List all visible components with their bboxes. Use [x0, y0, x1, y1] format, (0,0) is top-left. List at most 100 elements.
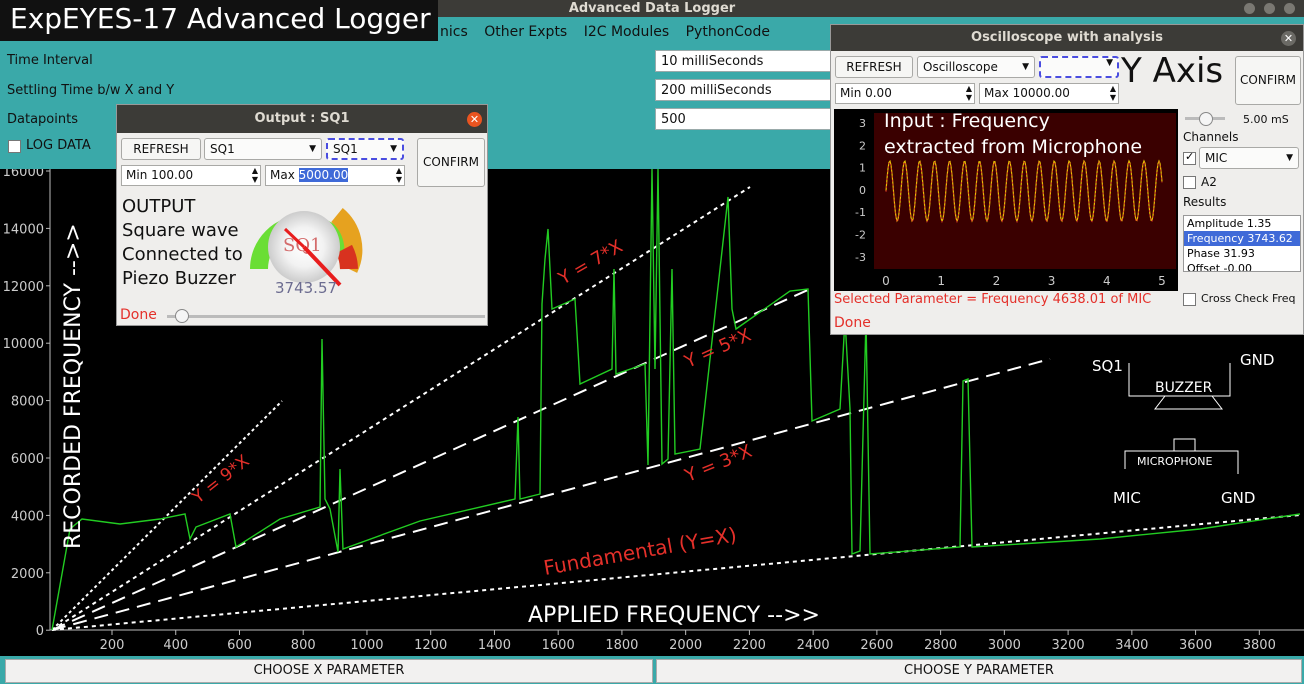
- chevron-down-icon: ▼: [309, 144, 316, 154]
- menu-item-i2c-modules[interactable]: I2C Modules: [583, 24, 670, 40]
- spin-arrows-icon: ▲ ▼: [251, 166, 258, 184]
- chevron-down-icon: ▼: [1286, 153, 1293, 163]
- x-tick-label: 200: [100, 638, 125, 653]
- output-param-combo[interactable]: SQ1 ▼: [326, 138, 404, 160]
- channel-mic-combo[interactable]: MIC ▼: [1199, 147, 1299, 169]
- results-list[interactable]: Amplitude 1.35 Frequency 3743.62 Phase 3…: [1183, 215, 1301, 272]
- output-description: OUTPUT Square wave Connected to Piezo Bu…: [122, 195, 243, 291]
- output-dialog-close-icon[interactable]: ✕: [467, 112, 482, 127]
- recorded-frequency-trace: [51, 168, 1301, 631]
- circuit-sq1-label: SQ1: [1092, 357, 1123, 375]
- cross-check-checkbox[interactable]: [1183, 293, 1196, 306]
- output-description-line-3: Connected to: [122, 244, 243, 265]
- result-frequency[interactable]: Frequency 3743.62: [1184, 231, 1300, 246]
- channels-label: Channels: [1183, 130, 1239, 144]
- datapoints-field[interactable]: 500: [655, 108, 835, 130]
- scope-mode-combo[interactable]: Oscilloscope ▼: [917, 56, 1035, 78]
- label-y-7x: Y = 7*X: [554, 236, 626, 290]
- y-tick-label: 6000: [11, 452, 44, 467]
- output-description-line-4: Piezo Buzzer: [122, 268, 236, 289]
- scope-input-text-2: extracted from Microphone: [884, 136, 1142, 158]
- y-tick-label: 16000: [3, 169, 44, 180]
- menu-item-electronics[interactable]: nics: [440, 24, 468, 40]
- channel-mic-checkbox[interactable]: ✓: [1183, 150, 1196, 165]
- scope-dialog-close-icon[interactable]: ✕: [1281, 31, 1296, 46]
- output-slider-handle[interactable]: [175, 309, 189, 323]
- scope-x-tick-label: 4: [1103, 274, 1111, 288]
- output-slider-track[interactable]: [167, 315, 485, 318]
- scope-refresh-button[interactable]: REFRESH: [835, 56, 913, 78]
- scope-param-combo[interactable]: ▼: [1039, 56, 1119, 78]
- output-param-value: SQ1: [333, 142, 358, 156]
- chevron-down-icon: ▼: [1106, 58, 1113, 68]
- menu-item-other-expts[interactable]: Other Expts: [484, 24, 568, 40]
- cross-check-label: Cross Check Freq: [1201, 292, 1296, 305]
- x-tick-label: 2600: [860, 638, 893, 653]
- scope-x-tick-label: 1: [937, 274, 945, 288]
- scope-max-spinbox[interactable]: Max 10000.00 ▲ ▼: [979, 83, 1119, 104]
- timebase-slider-handle[interactable]: [1199, 112, 1213, 126]
- menu-item-pythoncode[interactable]: PythonCode: [685, 24, 770, 40]
- scope-confirm-button[interactable]: CONFIRM: [1235, 56, 1301, 105]
- result-offset[interactable]: Offset -0.00: [1187, 262, 1253, 272]
- output-min-spinbox[interactable]: Min 100.00 ▲ ▼: [121, 165, 261, 186]
- result-phase[interactable]: Phase 31.93: [1187, 247, 1255, 260]
- scope-x-tick-label: 3: [1048, 274, 1056, 288]
- x-tick-label: 800: [291, 638, 316, 653]
- y-tick-label: 2000: [11, 567, 44, 582]
- x-tick-label: 2800: [924, 638, 957, 653]
- window-title: Advanced Data Logger: [568, 1, 736, 16]
- scope-dialog-title: Oscilloscope with analysis: [831, 25, 1303, 51]
- y-tick-label: 14000: [3, 222, 44, 237]
- channel-a2-label: A2: [1201, 175, 1217, 189]
- scope-y-tick-label: 3: [859, 117, 866, 130]
- y-axis-overlay-label: Y Axis: [1121, 51, 1224, 91]
- y-tick-label: 10000: [3, 337, 44, 352]
- output-max-value[interactable]: 5000.00: [298, 168, 349, 182]
- settling-time-label: Settling Time b/w X and Y: [7, 83, 175, 98]
- menu-bar: nics Other Expts I2C Modules PythonCode: [440, 20, 782, 44]
- result-amplitude[interactable]: Amplitude 1.35: [1187, 217, 1272, 230]
- gauge-value: 3743.57: [275, 279, 337, 297]
- time-interval-label: Time Interval: [7, 53, 93, 68]
- spin-arrows-icon: ▲ ▼: [965, 84, 972, 102]
- time-interval-field[interactable]: 10 milliSeconds: [655, 50, 835, 72]
- label-y-3x: Y = 3*X: [681, 441, 755, 487]
- scope-dialog: Oscilloscope with analysis ✕ REFRESH Osc…: [830, 24, 1304, 335]
- choose-x-parameter-button[interactable]: CHOOSE X PARAMETER: [5, 659, 653, 683]
- y-tick-label: 4000: [11, 509, 44, 524]
- x-tick-label: 1800: [605, 638, 638, 653]
- scope-max-value: Max 10000.00: [984, 86, 1070, 100]
- output-max-spinbox[interactable]: Max 5000.00 ▲ ▼: [265, 165, 405, 186]
- circuit-mic-label: MIC: [1113, 489, 1141, 507]
- output-channel-value: SQ1: [210, 142, 235, 156]
- log-data-label: LOG DATA: [26, 138, 91, 153]
- x-tick-label: 400: [163, 638, 188, 653]
- x-tick-label: 600: [227, 638, 252, 653]
- maximize-icon[interactable]: [1264, 3, 1275, 14]
- output-channel-combo[interactable]: SQ1 ▼: [204, 138, 322, 160]
- x-tick-label: 2000: [669, 638, 702, 653]
- circuit-buzzer-label: BUZZER: [1155, 380, 1213, 396]
- line-7x: [51, 186, 751, 631]
- selected-parameter-text: Selected Parameter = Frequency 4638.01 o…: [834, 292, 1152, 307]
- log-data-checkbox[interactable]: [8, 140, 21, 153]
- y-tick-label: 0: [36, 624, 44, 639]
- channel-a2-checkbox[interactable]: [1183, 176, 1196, 189]
- label-fundamental: Fundamental (Y=X): [542, 522, 739, 580]
- scope-min-spinbox[interactable]: Min 0.00 ▲ ▼: [835, 83, 975, 104]
- datapoints-label: Datapoints: [7, 112, 78, 127]
- output-description-line-2: Square wave: [122, 220, 239, 241]
- x-tick-label: 3200: [1052, 638, 1085, 653]
- scope-plot[interactable]: 3 2 1 0 -1 -2 -3 0 1 2 3 4 5 Input : Frequency extr…: [834, 109, 1178, 291]
- output-gauge: SQ1 3743.57: [250, 208, 363, 297]
- line-9x: [51, 400, 283, 631]
- output-refresh-button[interactable]: REFRESH: [121, 138, 201, 160]
- choose-y-parameter-button[interactable]: CHOOSE Y PARAMETER: [656, 659, 1302, 683]
- output-confirm-button[interactable]: CONFIRM: [417, 138, 485, 187]
- y-tick-label: 12000: [3, 280, 44, 295]
- minimize-icon[interactable]: [1244, 3, 1255, 14]
- x-tick-label: 2400: [797, 638, 830, 653]
- settling-time-field[interactable]: 200 milliSeconds: [655, 79, 835, 101]
- close-icon[interactable]: [1284, 3, 1295, 14]
